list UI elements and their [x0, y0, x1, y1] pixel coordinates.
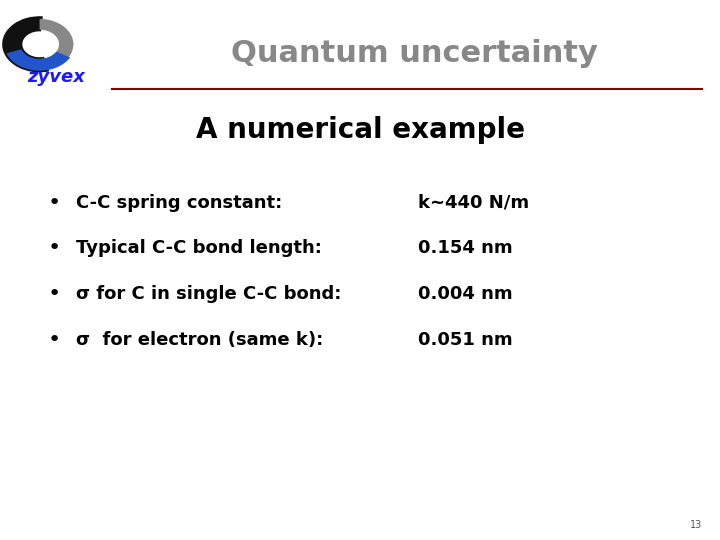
Text: 13: 13 [690, 520, 702, 530]
Text: Quantum uncertainty: Quantum uncertainty [230, 39, 598, 69]
Text: σ  for electron (same k):: σ for electron (same k): [76, 331, 323, 349]
Wedge shape [6, 49, 70, 71]
Text: •: • [48, 238, 60, 259]
Wedge shape [40, 19, 73, 70]
Text: σ for C in single C-C bond:: σ for C in single C-C bond: [76, 285, 341, 303]
Text: 0.051 nm: 0.051 nm [418, 331, 512, 349]
Text: •: • [48, 330, 60, 350]
Text: Typical C-C bond length:: Typical C-C bond length: [76, 239, 321, 258]
Text: •: • [48, 284, 60, 305]
Text: C-C spring constant:: C-C spring constant: [76, 193, 282, 212]
Text: 0.004 nm: 0.004 nm [418, 285, 512, 303]
Wedge shape [2, 16, 49, 72]
Text: zyvex: zyvex [27, 68, 85, 86]
Text: k~440 N/m: k~440 N/m [418, 193, 528, 212]
Text: •: • [48, 192, 60, 213]
Text: 0.154 nm: 0.154 nm [418, 239, 512, 258]
Text: A numerical example: A numerical example [196, 116, 524, 144]
